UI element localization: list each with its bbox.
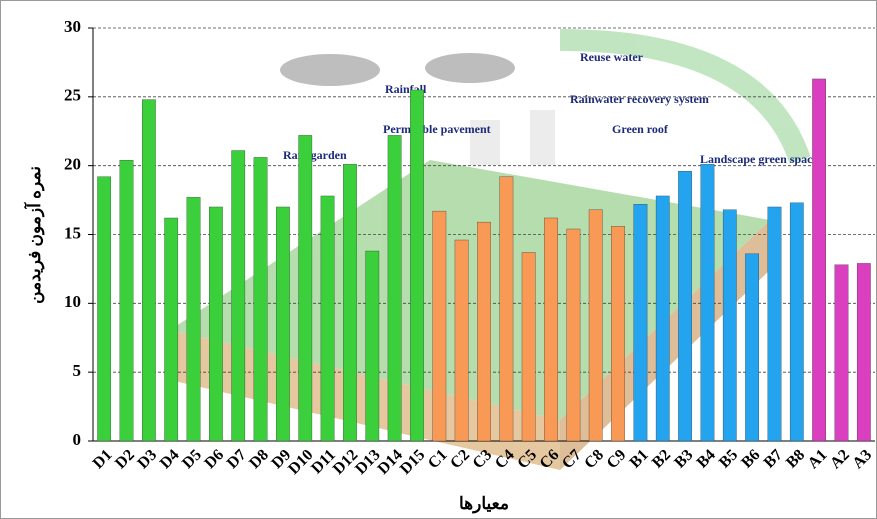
bar xyxy=(142,99,156,442)
bar xyxy=(164,217,179,442)
y-axis-label: نمره آزمون فریدمن xyxy=(23,166,45,304)
y-tick-label: 5 xyxy=(73,361,82,380)
bar xyxy=(678,171,692,442)
bar xyxy=(588,209,603,442)
bar xyxy=(410,89,424,442)
bar xyxy=(276,206,290,442)
y-tick-label: 10 xyxy=(64,292,81,311)
bar xyxy=(700,164,715,442)
bar xyxy=(97,176,112,442)
bar xyxy=(477,221,491,442)
bar xyxy=(231,150,246,442)
y-tick-label: 20 xyxy=(64,155,81,174)
bar xyxy=(365,250,380,442)
illustration-label: Rainwater recovery system xyxy=(570,92,709,106)
illustration-label: Permeable pavement xyxy=(383,122,491,136)
bar xyxy=(320,195,335,442)
bar xyxy=(722,209,737,442)
illustration-label: Rain garden xyxy=(283,148,347,162)
bar xyxy=(186,197,201,442)
illustration-label: Reuse water xyxy=(580,50,644,64)
y-tick-label: 0 xyxy=(73,430,82,449)
bar xyxy=(611,226,625,442)
bar xyxy=(387,135,402,442)
bar xyxy=(253,157,268,442)
illustration-label: Landscape green space xyxy=(700,152,818,166)
bar xyxy=(655,195,670,442)
bar xyxy=(432,210,447,442)
bar xyxy=(745,253,759,442)
bar xyxy=(499,176,514,442)
bar xyxy=(521,252,536,442)
bar xyxy=(298,135,313,442)
y-tick-label: 30 xyxy=(64,17,81,36)
bar xyxy=(834,264,849,442)
bar xyxy=(856,263,871,442)
bar xyxy=(209,206,223,442)
x-axis-label: معیارها xyxy=(459,494,509,514)
y-tick-label: 15 xyxy=(64,223,81,242)
y-tick-label: 25 xyxy=(64,86,81,105)
bar xyxy=(119,160,134,442)
bar xyxy=(343,164,357,442)
bar xyxy=(454,239,469,442)
bar xyxy=(812,78,826,442)
bar xyxy=(789,202,804,442)
bar xyxy=(633,204,648,442)
bar xyxy=(544,217,558,442)
illustration-label: Green roof xyxy=(612,122,669,136)
bar xyxy=(767,206,782,442)
bar xyxy=(566,228,581,442)
